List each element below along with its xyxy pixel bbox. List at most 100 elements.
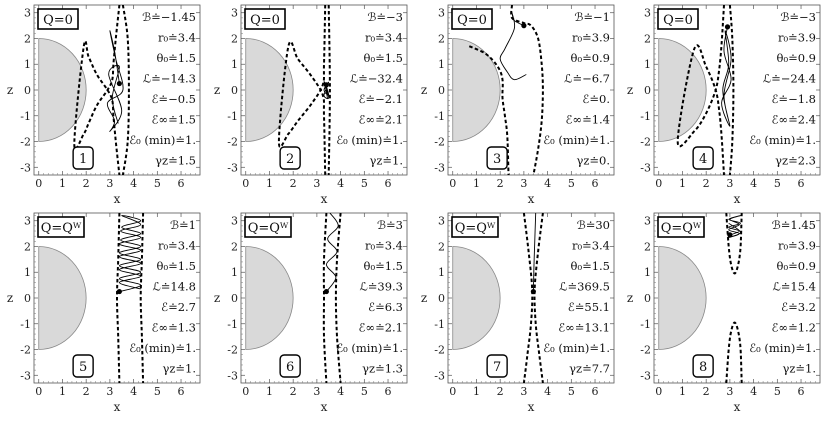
plot-area <box>658 213 743 383</box>
x-tick-label: 4 <box>337 385 344 398</box>
x-tick-label: 0 <box>449 177 456 190</box>
y-tick-label: -1 <box>20 318 31 331</box>
parameter-label: ℒ≐−32.4 <box>350 72 403 86</box>
x-tick-label: 1 <box>59 385 66 398</box>
panel-number-badge <box>692 146 714 170</box>
parameter-label: γz≐0. <box>576 154 610 168</box>
y-tick-label: -3 <box>640 369 651 382</box>
panel-number: 6 <box>286 360 294 375</box>
panel-number-badge <box>72 354 94 378</box>
x-tick-label: 6 <box>592 177 599 190</box>
x-tick-label: 5 <box>568 385 575 398</box>
x-tick-label: 1 <box>473 385 480 398</box>
parameter-label: ℰ≐3.2 <box>781 300 816 314</box>
x-tick-label: 0 <box>35 385 42 398</box>
x-tick-label: 5 <box>154 177 161 190</box>
x-tick-label: 5 <box>774 177 781 190</box>
black-hole-disk <box>452 246 501 350</box>
panel-number-badge <box>279 146 301 170</box>
parameter-label: γz≐1.3 <box>362 362 403 376</box>
parameter-label: ℰ≐6.3 <box>368 300 403 314</box>
y-tick-label: 3 <box>644 7 651 20</box>
charge-badge <box>657 8 699 30</box>
y-tick-label: 0 <box>231 292 238 305</box>
parameter-label: γz≐1. <box>369 154 403 168</box>
inner-boundary <box>468 45 510 175</box>
parameter-label: θ₀≐1.5 <box>364 259 403 273</box>
plot-area <box>38 5 130 175</box>
y-tick-label: 0 <box>24 292 31 305</box>
inner-boundary <box>277 5 327 175</box>
x-tick-label: 5 <box>774 385 781 398</box>
panel-4: 0 1 2 3 4 5 6-3-2-10123xzQ=04ℬ≐−3r₀≐3.9θ₀≐0.9ℒ… <box>627 4 821 206</box>
parameter-label: θ₀≐1.5 <box>364 51 403 65</box>
y-tick-label: -3 <box>227 369 238 382</box>
parameter-label: ℰ≐2.7 <box>161 300 196 314</box>
parameter-label: ℒ≐−24.4 <box>763 72 816 86</box>
parameter-label: θ₀≐0.9 <box>571 51 610 65</box>
x-tick-label: 3 <box>520 385 527 398</box>
parameter-label: ℰ≐−0.5 <box>151 92 196 106</box>
outer-boundary <box>725 321 743 383</box>
plot-area <box>245 213 342 383</box>
x-axis-title: x <box>114 192 121 206</box>
x-tick-label: 2 <box>703 385 710 398</box>
x-tick-label: 6 <box>385 177 392 190</box>
y-tick-label: -3 <box>640 161 651 174</box>
x-tick-label: 3 <box>313 177 320 190</box>
charge-badge <box>657 216 705 238</box>
charge-label: Q=Qᵂ <box>248 221 289 236</box>
black-hole-disk <box>38 246 87 350</box>
outer-boundary <box>533 213 544 383</box>
x-tick-label: 4 <box>544 385 551 398</box>
x-tick-label: 6 <box>798 385 805 398</box>
charge-badge <box>451 216 499 238</box>
y-tick-label: -1 <box>434 318 445 331</box>
y-axis-title: z <box>214 83 220 97</box>
x-axis-title: x <box>734 192 741 206</box>
start-point <box>323 288 329 295</box>
charge-badge <box>244 8 286 30</box>
parameter-label: γz≐7.7 <box>569 362 610 376</box>
parameter-label: γz≐1. <box>782 362 816 376</box>
parameter-label: ℰ∞≐2.1 <box>359 321 403 335</box>
panel-number: 8 <box>699 360 707 375</box>
black-hole-disk <box>658 38 707 142</box>
parameter-label: r₀≐3.4 <box>365 31 403 45</box>
y-tick-label: 2 <box>24 32 31 45</box>
charge-label: Q=0 <box>457 13 487 28</box>
panel-number-badge <box>72 146 94 170</box>
parameter-label: ℰ₀ (min)≐1. <box>129 341 196 355</box>
y-tick-label: -1 <box>227 318 238 331</box>
parameter-label: ℰ≐−2.1 <box>358 92 403 106</box>
particle-trajectory <box>106 30 124 132</box>
panel-number: 4 <box>699 152 707 167</box>
y-tick-label: 1 <box>438 58 445 71</box>
parameter-label: ℬ≐−1 <box>574 10 610 24</box>
y-tick-label: -2 <box>227 344 238 357</box>
panel-2: 0 1 2 3 4 5 6-3-2-10123xzQ=02ℬ≐−3r₀≐3.4θ₀≐1.5ℒ… <box>214 4 408 206</box>
parameter-label: ℰ₀ (min)≐1. <box>129 133 196 147</box>
parameter-label: ℒ≐15.4 <box>772 280 816 294</box>
parameter-label: ℒ≐14.8 <box>152 280 196 294</box>
x-tick-label: 3 <box>313 385 320 398</box>
y-tick-label: 1 <box>24 58 31 71</box>
y-tick-label: -1 <box>227 110 238 123</box>
parameter-label: r₀≐3.9 <box>778 239 816 253</box>
inner-boundary <box>522 213 534 383</box>
y-tick-label: -3 <box>20 161 31 174</box>
y-tick-label: 0 <box>644 84 651 97</box>
particle-trajectory <box>721 26 732 127</box>
panel-7: 0 1 2 3 4 5 6-3-2-10123xzQ=Qᵂ7ℬ≐30r₀≐3.4θ₀≐1.5… <box>421 212 615 414</box>
y-tick-label: 3 <box>24 215 31 228</box>
start-point <box>323 82 329 88</box>
parameter-label: ℰ∞≐1.4 <box>566 113 610 127</box>
y-tick-label: 0 <box>438 84 445 97</box>
parameter-label: ℰ≐55.1 <box>568 300 610 314</box>
y-tick-label: -2 <box>640 344 651 357</box>
y-tick-label: 3 <box>231 7 238 20</box>
panel-number-badge <box>279 354 301 378</box>
x-tick-label: 3 <box>106 177 113 190</box>
y-tick-label: 3 <box>438 7 445 20</box>
